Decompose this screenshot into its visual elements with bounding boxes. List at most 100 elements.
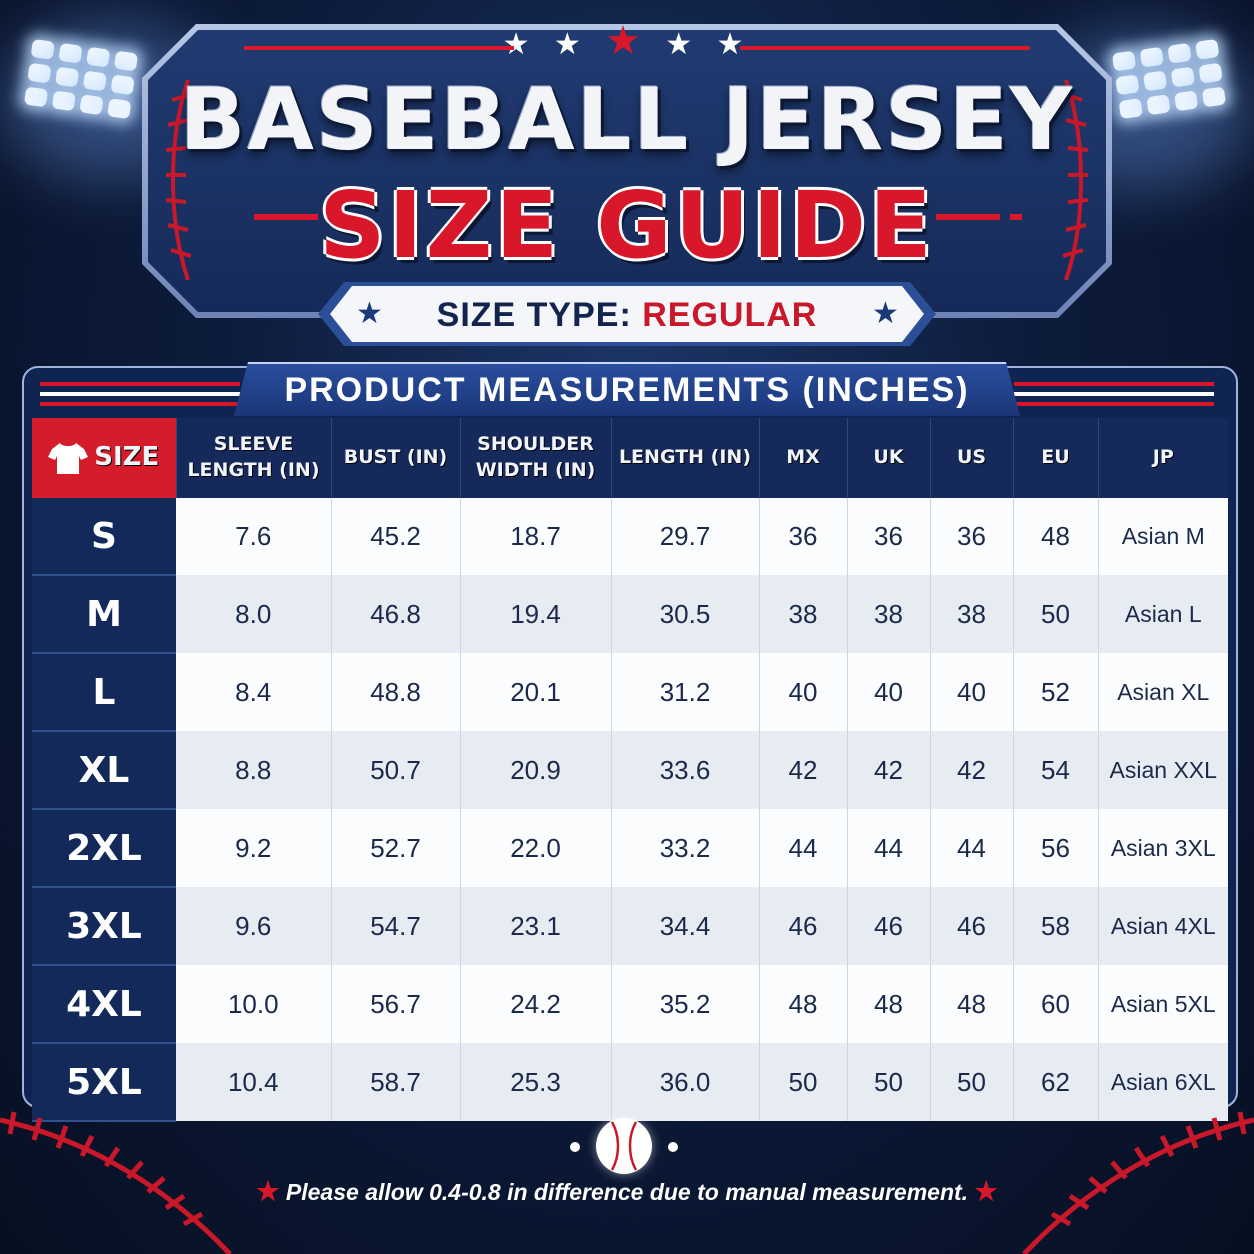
header-stars: ★ ★ ★ ★ ★: [0, 18, 1254, 64]
column-header-mx: MX: [759, 418, 848, 498]
table-cell: 48.8: [331, 653, 461, 731]
table-cell: 48: [847, 965, 931, 1043]
table-cell: Asian 4XL: [1098, 887, 1228, 965]
size-type-value: REGULAR: [642, 296, 818, 334]
banner-stripe: [40, 402, 240, 406]
table-cell: 52: [1013, 653, 1099, 731]
header-label: SHOULDER: [477, 433, 594, 456]
table-row: 4XL 10.0 56.7 24.2 35.2 48 48 48 60 Asia…: [32, 965, 1228, 1044]
table-cell: Asian L: [1098, 575, 1228, 653]
table-row: M 8.0 46.8 19.4 30.5 38 38 38 50 Asian L: [32, 575, 1228, 654]
table-cell: 23.1: [460, 887, 612, 965]
star-icon: ★: [256, 1176, 280, 1206]
header-divider-line: [244, 46, 514, 50]
table-cell: 8.4: [176, 653, 332, 731]
footer-dot: [668, 1142, 678, 1152]
tshirt-icon: [48, 442, 89, 474]
size-cell: 2XL: [32, 809, 176, 888]
page-subtitle: SIZE GUIDE: [319, 172, 935, 279]
table-cell: 42: [847, 731, 931, 809]
title-divider-line: [330, 214, 342, 220]
table-row: S 7.6 45.2 18.7 29.7 36 36 36 48 Asian M: [32, 498, 1228, 576]
title-divider-line: [1010, 214, 1022, 220]
table-cell: 20.1: [460, 653, 612, 731]
table-cell: 54: [1013, 731, 1099, 809]
header-label: US: [956, 446, 987, 469]
column-header-jp: JP: [1098, 418, 1228, 498]
header-divider-line: [740, 46, 1030, 50]
table-cell: 8.0: [176, 575, 332, 653]
column-header-sleeve-length: SLEEVE LENGTH (IN): [176, 418, 332, 498]
table-cell: 58.7: [331, 1043, 461, 1121]
table-cell: Asian 3XL: [1098, 809, 1228, 887]
star-icon: ★: [716, 28, 752, 61]
table-cell: 50: [1013, 575, 1099, 653]
table-cell: 60: [1013, 965, 1099, 1043]
banner-stripe: [1014, 392, 1214, 396]
table-cell: 20.9: [460, 731, 612, 809]
header-label: UK: [873, 446, 904, 469]
banner-stripe: [1014, 402, 1214, 406]
footer-dot: [570, 1142, 580, 1152]
table-cell: Asian M: [1098, 498, 1228, 575]
star-icon: ★: [974, 1176, 998, 1206]
table-cell: 42: [930, 731, 1014, 809]
table-cell: 54.7: [331, 887, 461, 965]
table-cell: 9.2: [176, 809, 332, 887]
table-cell: 46: [759, 887, 848, 965]
header-label: MX: [786, 446, 820, 469]
section-title: PRODUCT MEASUREMENTS (INCHES): [284, 371, 970, 409]
table-cell: 38: [847, 575, 931, 653]
table-cell: 19.4: [460, 575, 612, 653]
table-cell: 29.7: [611, 498, 760, 575]
disclaimer-text: Please allow 0.4-0.8 in difference due t…: [285, 1179, 969, 1205]
table-cell: 46: [930, 887, 1014, 965]
table-row: XL 8.8 50.7 20.9 33.6 42 42 42 54 Asian …: [32, 731, 1228, 810]
table-cell: 44: [759, 809, 848, 887]
size-type-caption: SIZE TYPE:: [436, 296, 632, 334]
table-cell: 50.7: [331, 731, 461, 809]
size-cell: 3XL: [32, 887, 176, 966]
baseball-stitch-icon: [0, 1111, 232, 1254]
star-icon: ★: [605, 19, 649, 63]
header-label: SIZE: [94, 442, 160, 473]
table-cell: 44: [930, 809, 1014, 887]
table-cell: 50: [930, 1043, 1014, 1121]
table-cell: 46: [847, 887, 931, 965]
header-label: EU: [1041, 446, 1070, 469]
table-cell: 9.6: [176, 887, 332, 965]
table-cell: 33.6: [611, 731, 760, 809]
measurement-disclaimer: ★ Please allow 0.4-0.8 in difference due…: [0, 1176, 1254, 1207]
table-cell: 34.4: [611, 887, 760, 965]
baseball-stitch-icon: [165, 80, 193, 280]
table-row: L 8.4 48.8 20.1 31.2 40 40 40 52 Asian X…: [32, 653, 1228, 732]
table-cell: 8.8: [176, 731, 332, 809]
table-cell: 30.5: [611, 575, 760, 653]
table-cell: 24.2: [460, 965, 612, 1043]
table-cell: 48: [1013, 498, 1099, 575]
table-cell: 48: [930, 965, 1014, 1043]
size-type-label: SIZE TYPE: REGULAR: [330, 286, 924, 342]
header-label: LENGTH (IN): [187, 459, 320, 481]
table-cell: 44: [847, 809, 931, 887]
table-cell: 7.6: [176, 498, 332, 575]
table-cell: 10.0: [176, 965, 332, 1043]
baseball-stitch-icon: [1061, 80, 1089, 280]
table-cell: 62: [1013, 1043, 1099, 1121]
table-cell: 33.2: [611, 809, 760, 887]
table-cell: 36: [930, 498, 1014, 575]
column-header-shoulder-width: SHOULDER WIDTH (IN): [460, 418, 612, 498]
size-cell: XL: [32, 731, 176, 810]
size-cell: 5XL: [32, 1043, 176, 1122]
size-cell: L: [32, 653, 176, 732]
table-cell: 38: [759, 575, 848, 653]
table-cell: 52.7: [331, 809, 461, 887]
table-row: 3XL 9.6 54.7 23.1 34.4 46 46 46 58 Asian…: [32, 887, 1228, 966]
star-icon: ★: [502, 28, 538, 61]
table-cell: 40: [759, 653, 848, 731]
table-header-row: SIZE SLEEVE LENGTH (IN) BUST (IN) SHOULD…: [32, 418, 1228, 498]
star-icon: ★: [872, 297, 899, 330]
baseball-icon: [596, 1118, 652, 1174]
size-cell: S: [32, 498, 176, 576]
table-cell: 50: [759, 1043, 848, 1121]
